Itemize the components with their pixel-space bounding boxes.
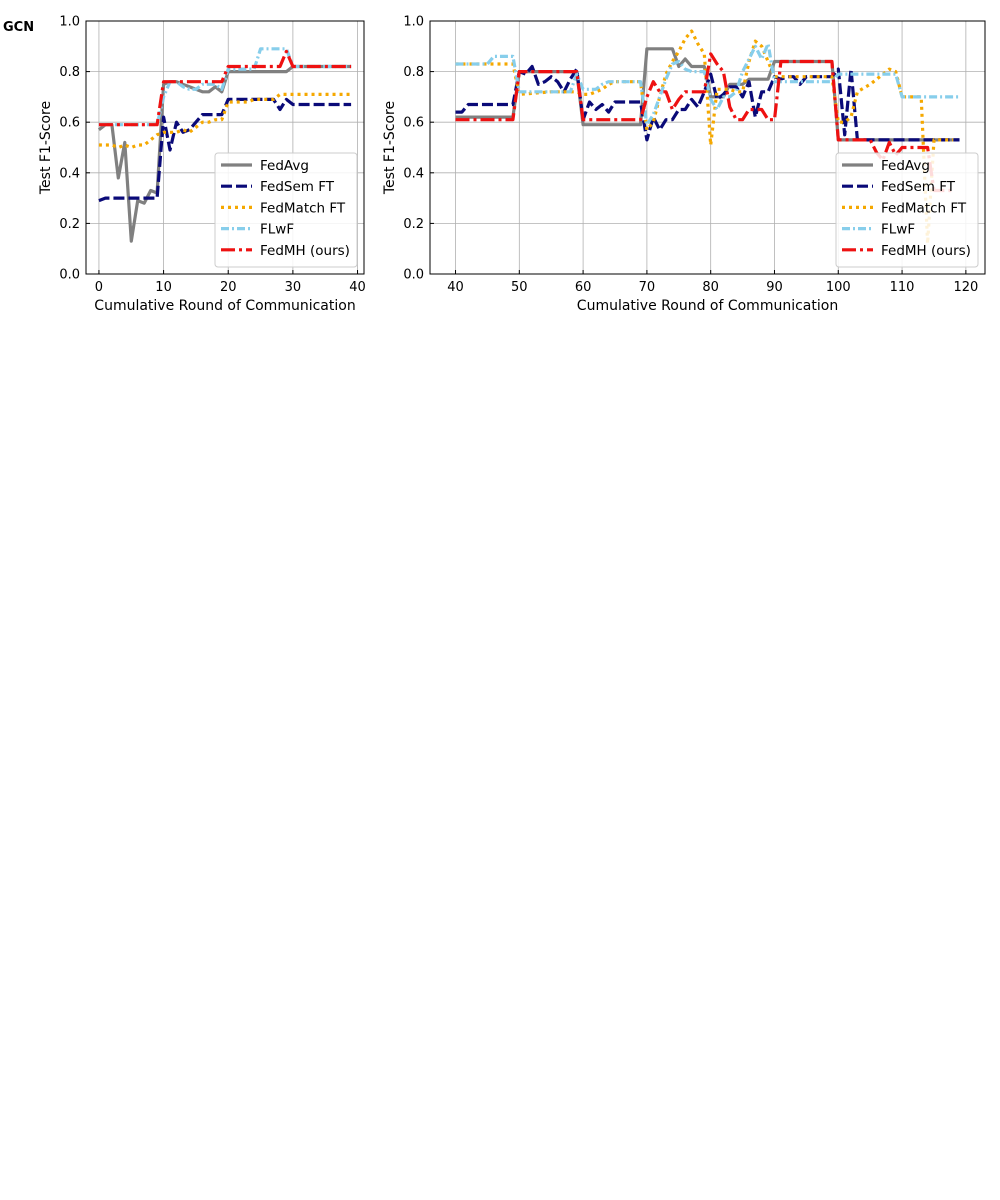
legend-label: FedMatch FT	[881, 200, 967, 216]
y-tick-label: 1.0	[59, 15, 80, 30]
x-tick-label: 40	[447, 280, 464, 295]
x-tick-label: 30	[285, 280, 302, 295]
legend-label: FLwF	[260, 222, 294, 238]
x-tick-label: 90	[766, 280, 783, 295]
y-axis-label: Test F1-Score	[38, 101, 54, 195]
x-tick-label: 80	[702, 280, 719, 295]
series-line-fedmatch-ft	[455, 29, 954, 246]
legend-label: FedAvg	[260, 158, 309, 174]
legend-label: FedMH (ours)	[260, 243, 350, 259]
chart-left: 0 10 20 30 40 0.0 0.2 0.4 0.6 0.8 1.0 Cumulative Ro…	[38, 15, 366, 315]
x-tick-label: 40	[349, 280, 366, 295]
legend: FedAvg FedSem FT FedMatch FT FLwF FedMH (our…	[835, 152, 979, 268]
plot-frame	[429, 20, 986, 275]
legend-label: FedSem FT	[881, 179, 956, 195]
y-tick-label: 0.8	[403, 65, 424, 80]
legend-label: FedAvg	[881, 158, 930, 174]
y-tick-label: 0.2	[403, 217, 424, 232]
x-tick-label: 0	[95, 280, 103, 295]
legend-label: FedSem FT	[260, 179, 335, 195]
y-tick-label: 0.6	[59, 116, 80, 131]
x-axis-label: Cumulative Round of Communication	[94, 298, 355, 314]
x-tick-label: 110	[890, 280, 915, 295]
x-tick-label: 10	[155, 280, 172, 295]
x-tick-label: 70	[639, 280, 656, 295]
legend-label: FLwF	[881, 222, 915, 238]
panel-label: GCN	[3, 20, 35, 35]
legend-label: FedMatch FT	[260, 200, 346, 216]
x-tick-label: 100	[826, 280, 851, 295]
y-axis-label: Test F1-Score	[382, 101, 398, 195]
series-line-fedmatch-ft	[98, 92, 352, 150]
chart-right: 40 50 60 70 80 90 100 110 120 0.0 0.2 0.4 0.6 0.8 1.0 C…	[382, 15, 986, 314]
y-tick-label: 0.8	[59, 65, 80, 80]
y-tick-label: 0.6	[403, 116, 424, 131]
series-line-flwf	[455, 42, 960, 127]
series-line-fedmh-ours	[455, 52, 954, 193]
y-tick-label: 1.0	[403, 15, 424, 30]
y-tick-label: 0.0	[59, 268, 80, 283]
x-tick-label: 60	[575, 280, 592, 295]
legend: FedAvg FedSem FT FedMatch FT FLwF FedMH (our…	[214, 152, 358, 268]
series-line-fedsem-ft	[98, 97, 352, 203]
y-tick-label: 0.4	[59, 166, 80, 181]
x-tick-label: 50	[511, 280, 528, 295]
y-tick-label: 0.2	[59, 217, 80, 232]
series-line-fedmh-ours	[98, 49, 352, 127]
y-tick-label: 0.4	[403, 166, 424, 181]
x-tick-label: 20	[220, 280, 237, 295]
y-tick-label: 0.0	[403, 268, 424, 283]
x-axis-label: Cumulative Round of Communication	[577, 298, 838, 314]
legend-label: FedMH (ours)	[881, 243, 971, 259]
x-tick-label: 120	[953, 280, 978, 295]
plot-frame	[85, 20, 365, 275]
